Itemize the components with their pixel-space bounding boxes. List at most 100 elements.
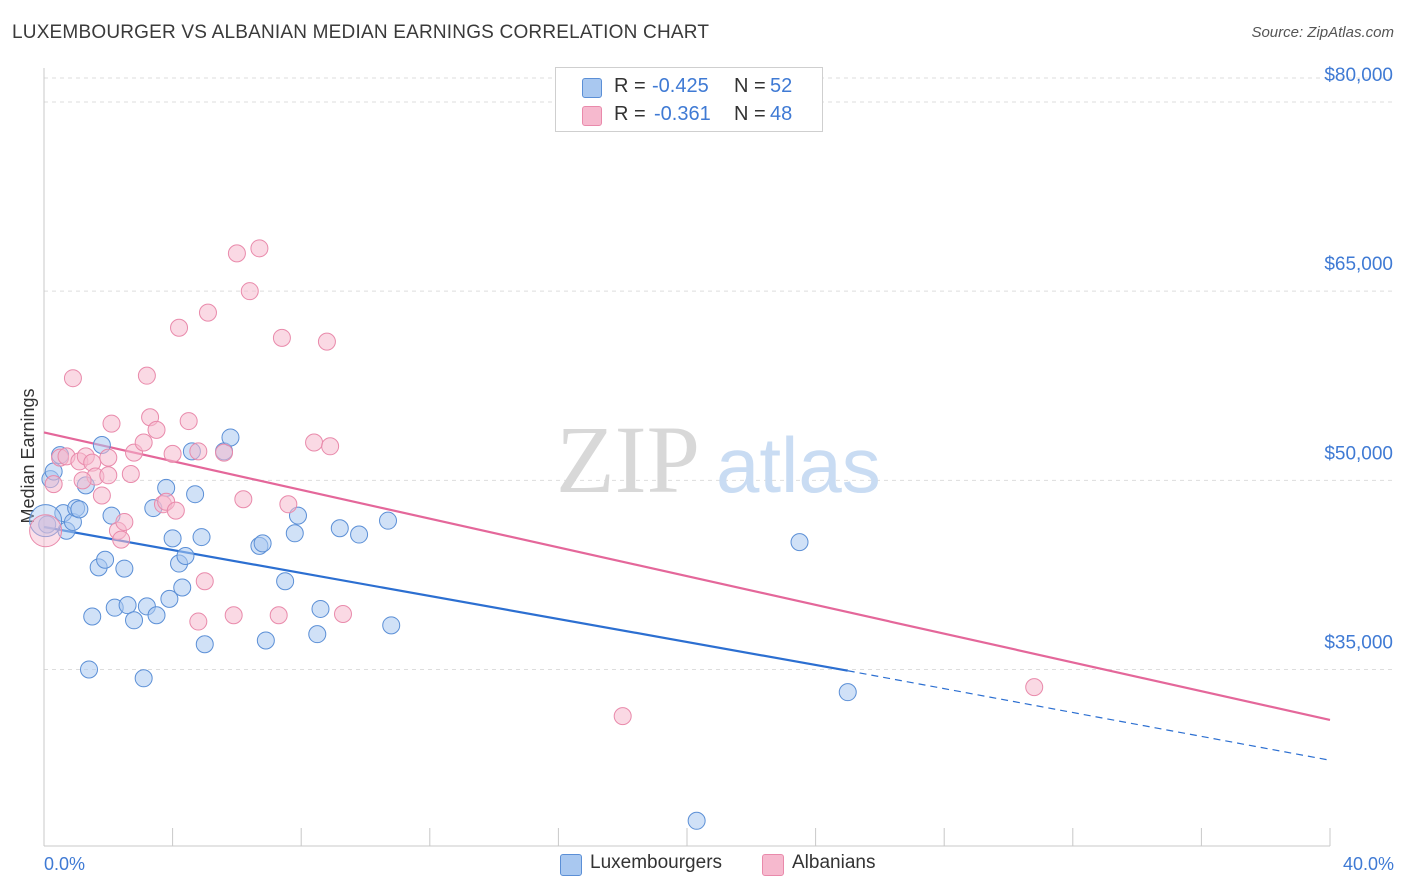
legend-n-label: N =: [734, 103, 766, 125]
trend-line-extension-blue: [847, 670, 1331, 761]
watermark: ZIP atlas: [556, 406, 881, 513]
legend-n-value: 52: [770, 75, 793, 97]
point-pink: [163, 444, 182, 463]
gridlines: [44, 77, 1394, 670]
point-pink: [317, 332, 336, 351]
point-pink: [269, 606, 288, 625]
point-blue: [29, 504, 63, 538]
bottom-legend-swatch-blue: [560, 854, 582, 876]
bottom-legend-swatch-pink: [762, 854, 784, 876]
point-pink: [224, 606, 243, 625]
point-pink: [613, 707, 632, 726]
point-blue: [118, 596, 137, 615]
point-blue: [173, 578, 192, 597]
point-pink: [1025, 678, 1044, 697]
point-blue: [176, 546, 195, 565]
point-pink: [137, 366, 156, 385]
point-pink: [240, 282, 259, 301]
point-blue: [192, 528, 211, 547]
point-pink: [73, 471, 92, 490]
source-note: Source: ZipAtlas.com: [1251, 24, 1394, 41]
point-pink: [234, 490, 253, 509]
point-blue: [285, 524, 304, 543]
point-blue: [276, 572, 295, 591]
point-pink: [250, 239, 269, 258]
y-tick-label: $65,000: [1324, 254, 1393, 275]
point-blue: [134, 669, 153, 688]
point-blue: [379, 511, 398, 530]
point-blue: [186, 485, 205, 504]
legend-r-label: R =: [614, 103, 646, 125]
point-pink: [179, 412, 198, 431]
y-tick-label: $35,000: [1324, 632, 1393, 653]
point-blue: [838, 683, 857, 702]
point-pink: [215, 443, 234, 462]
legend-n-value: 48: [770, 103, 793, 125]
point-pink: [112, 530, 131, 549]
point-pink: [321, 437, 340, 456]
point-pink: [305, 433, 324, 452]
legend-row-albanians: R = -0.361 N = 48: [556, 102, 822, 130]
point-pink: [189, 612, 208, 631]
point-pink: [99, 448, 118, 467]
point-pink: [102, 414, 121, 433]
legend-r-value: -0.361: [654, 103, 711, 125]
point-blue: [256, 631, 275, 650]
legend-swatch-blue: [582, 78, 602, 98]
stats-legend: R = -0.425 N = 52 R = -0.361 N = 48: [555, 67, 823, 132]
point-blue: [308, 625, 327, 644]
legend-r-value: -0.425: [652, 75, 709, 97]
point-blue: [350, 525, 369, 544]
point-pink: [134, 433, 153, 452]
y-tick-label: $80,000: [1324, 65, 1393, 86]
point-pink: [189, 442, 208, 461]
point-pink: [279, 495, 298, 514]
point-blue: [687, 811, 706, 830]
legend-row-luxembourgers: R = -0.425 N = 52: [556, 74, 822, 102]
legend-swatch-pink: [582, 106, 602, 126]
x-tick-label-left: 0.0%: [44, 854, 85, 874]
point-blue: [38, 515, 57, 534]
scatter-points: [29, 239, 1044, 830]
bottom-legend-label: Luxembourgers: [590, 852, 723, 873]
point-pink: [166, 501, 185, 520]
point-blue: [195, 635, 214, 654]
y-tick-label: $50,000: [1324, 443, 1393, 464]
x-tick-label-right: 40.0%: [1343, 854, 1394, 874]
point-pink: [333, 604, 352, 623]
point-blue: [382, 616, 401, 635]
legend-r-label: R =: [614, 75, 646, 97]
point-blue: [790, 533, 809, 552]
point-pink: [29, 514, 63, 548]
point-pink: [44, 475, 63, 494]
point-blue: [125, 611, 144, 630]
point-pink: [99, 466, 118, 485]
trend-lines: [43, 431, 1331, 761]
y-tick-labels: $35,000 $50,000 $65,000 $80,000: [1324, 65, 1393, 653]
point-blue: [311, 599, 330, 618]
point-pink: [272, 328, 291, 347]
point-pink: [227, 244, 246, 263]
point-blue: [163, 529, 182, 548]
bottom-legend-label: Albanians: [792, 852, 876, 873]
y-axis-title: Median Earnings: [18, 388, 38, 523]
trend-line-pink: [43, 431, 1331, 721]
point-blue: [115, 559, 134, 578]
point-blue: [96, 550, 115, 569]
trend-line-blue: [43, 525, 848, 672]
point-blue: [221, 428, 240, 447]
point-pink: [147, 420, 166, 439]
point-pink: [198, 303, 217, 322]
watermark-zip: ZIP: [556, 406, 700, 513]
axes: [43, 68, 1331, 847]
watermark-atlas: atlas: [716, 421, 881, 509]
point-pink: [115, 512, 134, 531]
point-pink: [170, 318, 189, 337]
point-blue: [80, 660, 99, 679]
x-tick-labels: 0.0% 40.0%: [44, 854, 1394, 874]
point-blue: [147, 606, 166, 625]
point-pink: [121, 465, 140, 484]
point-blue: [70, 500, 89, 519]
point-blue: [330, 519, 349, 538]
